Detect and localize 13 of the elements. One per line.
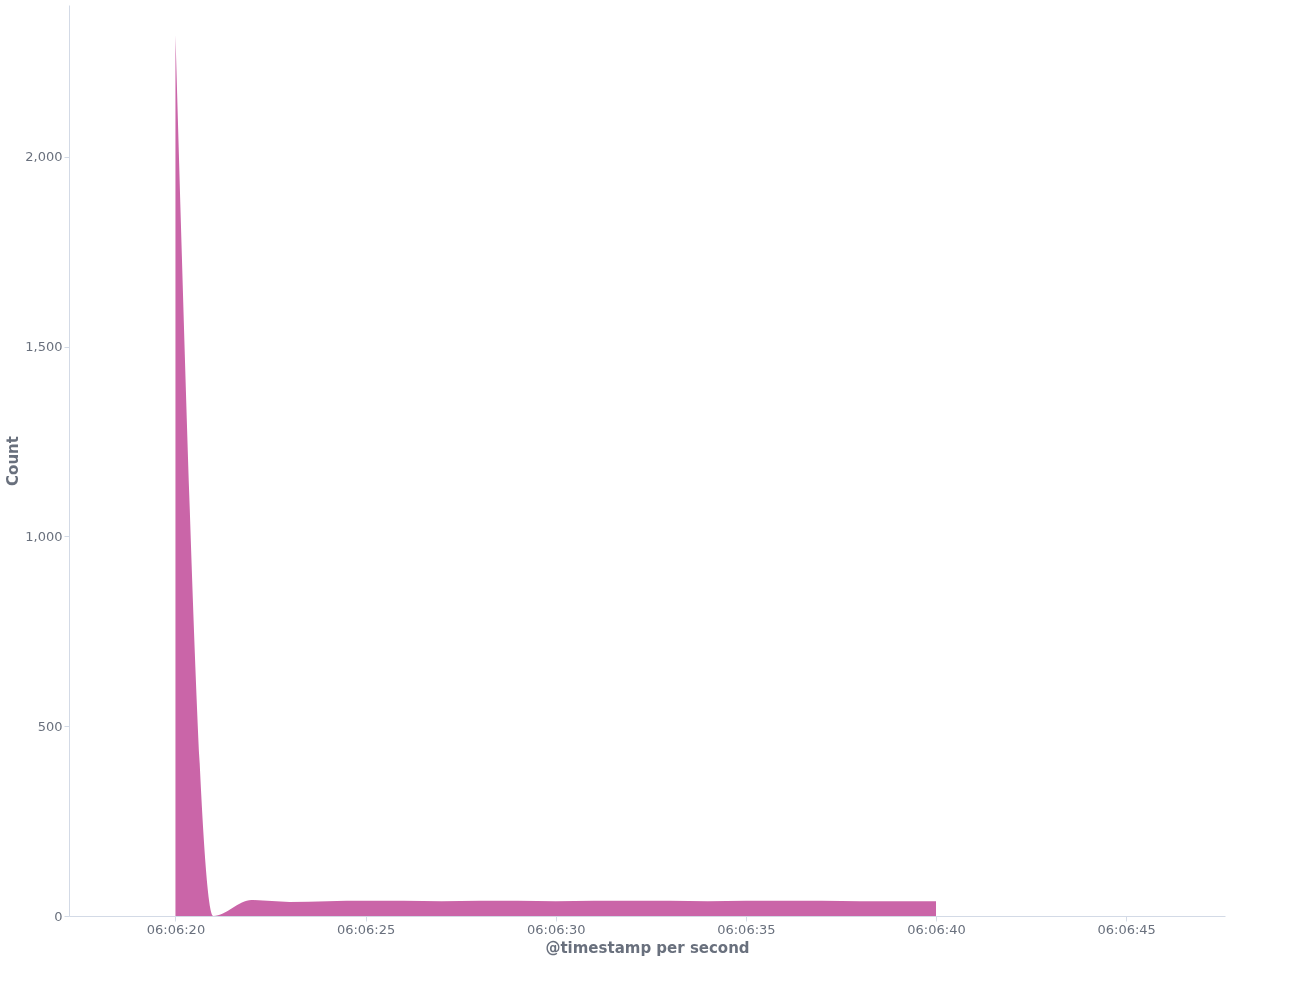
x-tick-label: 06:06:35	[717, 921, 776, 937]
x-tick-label: 06:06:40	[907, 921, 966, 937]
x-tick-label: 06:06:45	[1097, 921, 1156, 937]
x-tick-label: 06:06:30	[527, 921, 586, 937]
x-tick-label: 06:06:25	[336, 921, 396, 937]
x-tick-label: 06:06:20	[146, 921, 206, 937]
y-tick-label: 500	[37, 718, 63, 734]
y-tick-label: 1,000	[25, 528, 63, 544]
y-axis-title: Count	[4, 436, 23, 486]
x-axis-title: @timestamp per second	[545, 938, 750, 957]
y-tick-label: 2,000	[25, 149, 63, 165]
y-tick-label: 1,500	[25, 339, 63, 355]
y-tick-label: 0	[54, 908, 63, 924]
